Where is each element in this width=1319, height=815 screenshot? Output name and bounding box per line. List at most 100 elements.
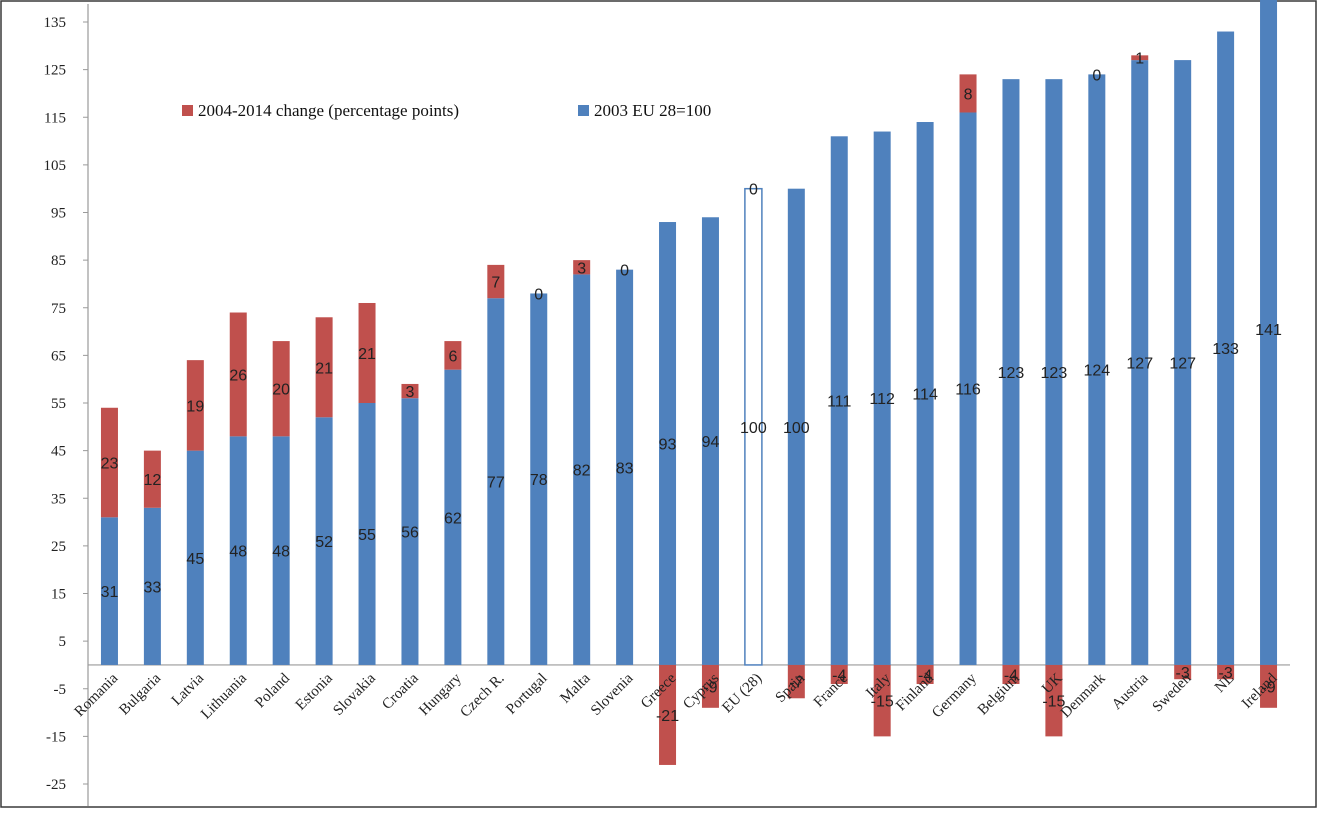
- data-label-base: 94: [702, 434, 720, 451]
- bar-base: [100, 517, 118, 665]
- data-label-base: 55: [358, 527, 376, 544]
- bar-change: [487, 264, 505, 299]
- data-labels: 3123331245194826482052215521563626777780…: [101, 51, 1282, 725]
- category-label: EU (28): [719, 670, 765, 716]
- bar-base: [573, 274, 591, 665]
- data-label-change: -9: [1261, 679, 1275, 696]
- legend: 2004-2014 change (percentage points) 2003…: [182, 101, 711, 120]
- data-label-change: 26: [229, 367, 247, 384]
- bar-change: [573, 260, 591, 275]
- data-label-base: 77: [487, 475, 505, 492]
- y-tick-label: 5: [59, 634, 67, 650]
- data-label-base: 114: [912, 386, 938, 403]
- y-tick-label: 65: [51, 348, 66, 364]
- category-label: Germany: [929, 670, 980, 721]
- bar-change: [1131, 55, 1149, 61]
- data-label-change: 0: [534, 286, 543, 303]
- data-label-base: 45: [186, 551, 204, 568]
- y-tick-label: 55: [51, 396, 66, 412]
- data-label-base: 123: [1041, 365, 1068, 382]
- y-tick-label: 35: [51, 491, 66, 507]
- data-label-base: 52: [315, 534, 333, 551]
- data-label-base: 127: [1126, 356, 1153, 373]
- data-label-base: 83: [616, 460, 634, 477]
- data-label-change: 0: [1092, 67, 1101, 84]
- category-label: Slovenia: [588, 670, 637, 719]
- data-label-change: -15: [871, 694, 894, 711]
- data-label-base: 100: [783, 420, 810, 437]
- bar-base: [186, 450, 204, 665]
- bar-change: [1260, 664, 1278, 708]
- category-label: Latvia: [169, 670, 208, 709]
- bar-base: [1088, 74, 1106, 665]
- data-label-change: 0: [620, 263, 629, 280]
- bar-base: [1002, 79, 1020, 665]
- data-label-base: 141: [1255, 322, 1282, 339]
- data-label-change: 7: [491, 275, 500, 292]
- data-label-change: -9: [703, 679, 717, 696]
- category-label: Austria: [1109, 670, 1152, 713]
- bar-change: [401, 383, 419, 399]
- y-tick-label: 75: [51, 301, 66, 317]
- legend-label: 2003 EU 28=100: [594, 101, 711, 120]
- y-tick-label: 115: [44, 110, 66, 126]
- bar-base: [487, 298, 505, 665]
- bar-base: [401, 398, 419, 665]
- bar-change: [444, 341, 462, 370]
- bars: [100, 0, 1278, 765]
- y-tick-label: -5: [54, 682, 67, 698]
- y-tick-label: 105: [44, 158, 67, 174]
- data-label-change: -3: [1218, 665, 1232, 682]
- data-label-change: 12: [143, 472, 161, 489]
- category-label: Croatia: [379, 670, 422, 713]
- legend-label: 2004-2014 change (percentage points): [198, 101, 459, 120]
- bar-base: [616, 269, 634, 665]
- legend-swatch: [182, 105, 193, 116]
- data-label-change: 3: [406, 384, 415, 401]
- bar-base: [744, 187, 763, 666]
- y-tick-label: 125: [44, 63, 67, 79]
- category-label: Sweden: [1150, 670, 1195, 715]
- bar-base: [1217, 31, 1235, 665]
- bar-change: [143, 450, 161, 508]
- bar-base: [1131, 60, 1149, 665]
- data-label-base: 127: [1169, 356, 1196, 373]
- bar-change: [873, 664, 891, 737]
- category-label: Romania: [72, 670, 122, 720]
- bar-change: [1174, 664, 1192, 680]
- data-label-base: 78: [530, 472, 548, 489]
- data-label-base: 62: [444, 510, 462, 527]
- data-label-base: 82: [573, 463, 591, 480]
- bar-change: [916, 664, 934, 684]
- bar-change: [186, 360, 204, 451]
- data-label-base: 33: [143, 579, 161, 596]
- data-label-change: 19: [186, 398, 204, 415]
- y-tick-label: 45: [51, 444, 66, 460]
- data-label-change: 23: [101, 456, 119, 473]
- category-label: Belgium: [975, 670, 1023, 718]
- category-label: Hungary: [416, 670, 465, 719]
- category-label: Slovakia: [330, 670, 379, 719]
- bar-base: [830, 136, 848, 665]
- category-label: Denmark: [1058, 670, 1109, 721]
- bar-change: [659, 664, 677, 765]
- category-label: Lithuania: [198, 670, 250, 722]
- data-label-base: 112: [869, 391, 895, 408]
- data-label-change: 21: [358, 346, 376, 363]
- bar-change: [272, 341, 290, 437]
- category-label: Portugal: [503, 670, 550, 717]
- bar-base: [959, 112, 977, 665]
- data-label-change: -4: [1004, 667, 1018, 684]
- data-label-change: 6: [448, 348, 457, 365]
- data-label-base: 116: [955, 382, 981, 399]
- data-label-change: -15: [1042, 694, 1065, 711]
- bar-base: [1174, 60, 1192, 665]
- y-tick-label: -25: [46, 777, 66, 793]
- bar-change: [229, 312, 247, 437]
- y-tick-label: 85: [51, 253, 66, 269]
- bar-change: [787, 664, 805, 699]
